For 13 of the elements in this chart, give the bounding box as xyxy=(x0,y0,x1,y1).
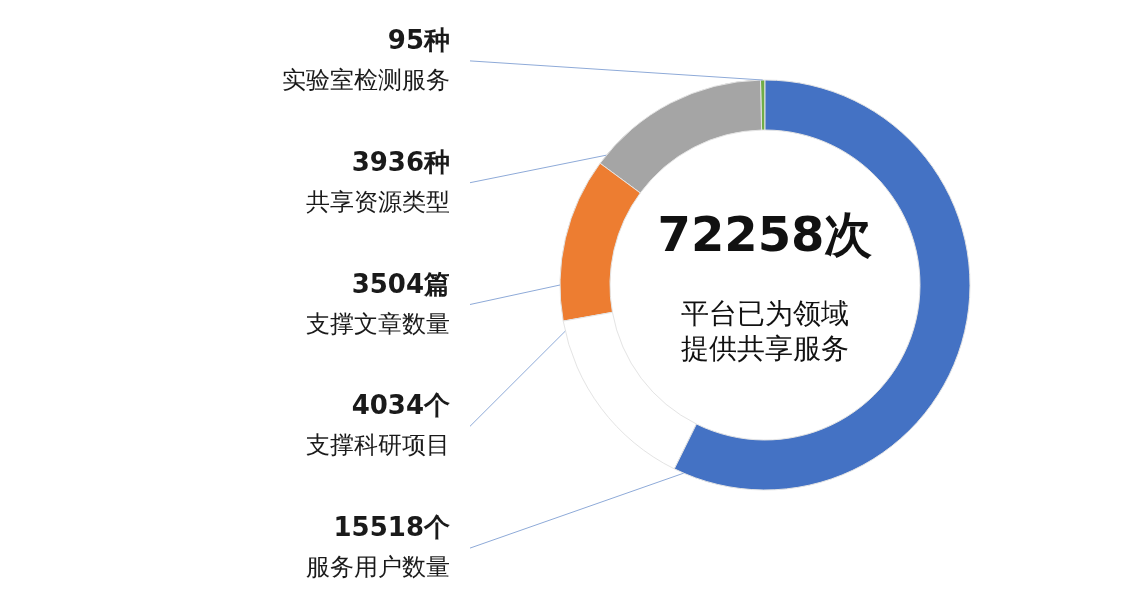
text: 72258次 xyxy=(657,206,873,262)
data-label: 95种 xyxy=(387,24,450,55)
text: 提供共享服务 xyxy=(681,332,849,365)
slice-label: 实验室检测服务 xyxy=(282,65,450,94)
slice-label: 支撑文章数量 xyxy=(306,309,450,338)
slice-label: 共享资源类型 xyxy=(306,187,450,216)
slice-label: 支撑科研项目 xyxy=(306,431,450,460)
slice-label: 服务用户数量 xyxy=(306,553,450,582)
data-label: 15518个 xyxy=(333,512,450,543)
data-label: 3936种 xyxy=(351,146,450,177)
text: 平台已为领域 xyxy=(681,297,849,330)
data-label: 3504篇 xyxy=(351,268,450,299)
data-label: 4034个 xyxy=(351,390,450,421)
